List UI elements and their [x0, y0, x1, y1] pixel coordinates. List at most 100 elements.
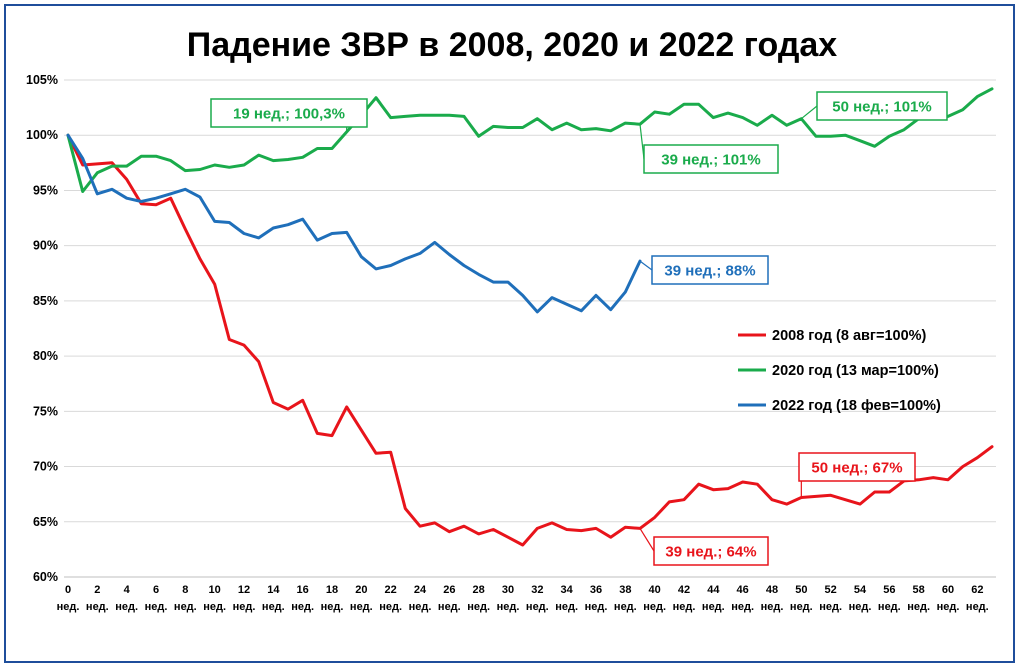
y-tick-label: 75% [33, 404, 58, 418]
x-tick-unit: нед. [467, 601, 490, 613]
series-line-0 [66, 133, 994, 547]
x-tick-label: 52 [825, 584, 837, 596]
x-tick-label: 56 [883, 584, 895, 596]
annotation-label: 19 нед.; 100,3% [233, 106, 345, 123]
annotation-box [798, 452, 916, 482]
y-tick-label: 95% [33, 183, 58, 197]
annotation-label: 50 нед.; 67% [811, 460, 902, 477]
x-tick-unit: нед. [937, 601, 960, 613]
x-tick-unit: нед. [497, 601, 520, 613]
x-tick-label: 24 [414, 584, 427, 596]
x-tick-label: 46 [737, 584, 749, 596]
x-tick-label: 50 [795, 584, 807, 596]
x-tick-label: 38 [619, 584, 631, 596]
x-tick-label: 6 [153, 584, 159, 596]
x-tick-unit: нед. [409, 601, 432, 613]
x-tick-unit: нед. [86, 601, 109, 613]
x-tick-label: 44 [707, 584, 720, 596]
x-tick-label: 40 [649, 584, 661, 596]
x-tick-label: 58 [913, 584, 925, 596]
x-tick-unit: нед. [57, 601, 80, 613]
x-tick-unit: нед. [321, 601, 344, 613]
x-tick-unit: нед. [849, 601, 872, 613]
x-tick-label: 34 [561, 584, 574, 596]
x-tick-label: 0 [65, 584, 71, 596]
x-tick-label: 22 [385, 584, 397, 596]
annotation-label: 39 нед.; 101% [661, 152, 760, 169]
x-tick-unit: нед. [643, 601, 666, 613]
x-tick-label: 26 [443, 584, 455, 596]
legend-label-0: 2008 год (8 авг=100%) [772, 328, 927, 344]
annotation-connector [639, 260, 653, 271]
annotation-connector [800, 105, 818, 120]
x-tick-unit: нед. [731, 601, 754, 613]
x-tick-unit: нед. [819, 601, 842, 613]
annotation-box [651, 255, 769, 285]
y-tick-label: 105% [26, 73, 58, 87]
chart-svg: Падение ЗВР в 2008, 2020 и 2022 годах 60… [26, 26, 996, 613]
annotation-box [643, 144, 779, 174]
x-tick-label: 48 [766, 584, 778, 596]
x-tick-unit: нед. [291, 601, 314, 613]
annotation-box [653, 536, 769, 566]
x-tick-unit: нед. [790, 601, 813, 613]
y-tick-label: 90% [33, 239, 58, 253]
x-tick-label: 62 [971, 584, 983, 596]
x-tick-unit: нед. [145, 601, 168, 613]
annotation-label: 39 нед.; 64% [665, 544, 756, 561]
x-tick-unit: нед. [262, 601, 285, 613]
x-tick-label: 36 [590, 584, 602, 596]
y-tick-label: 100% [26, 128, 58, 142]
x-tick-label: 14 [267, 584, 280, 596]
x-tick-label: 8 [182, 584, 188, 596]
x-tick-unit: нед. [878, 601, 901, 613]
annotation-label: 50 нед.; 101% [832, 99, 931, 116]
x-tick-label: 42 [678, 584, 690, 596]
x-tick-unit: нед. [379, 601, 402, 613]
annotation-connector [639, 528, 655, 552]
x-tick-label: 60 [942, 584, 954, 596]
x-tick-unit: нед. [526, 601, 549, 613]
annotation-box [210, 98, 368, 128]
x-tick-unit: нед. [702, 601, 725, 613]
x-tick-unit: нед. [555, 601, 578, 613]
x-tick-unit: нед. [233, 601, 256, 613]
axes: 60% 65% 70% 75% 80% 85% 90% 95% 100% 105% 0 нед. 2 не… [26, 73, 996, 613]
x-tick-unit: нед. [585, 601, 608, 613]
x-tick-unit: нед. [203, 601, 226, 613]
legend: 2008 год (8 авг=100%) 2020 год (13 мар=10… [738, 328, 941, 414]
x-tick-unit: нед. [761, 601, 784, 613]
series-lines [66, 87, 994, 547]
x-tick-label: 28 [473, 584, 485, 596]
y-tick-label: 65% [33, 515, 58, 529]
x-tick-unit: нед. [966, 601, 989, 613]
x-tick-label: 20 [355, 584, 367, 596]
chart-title: Падение ЗВР в 2008, 2020 и 2022 годах [187, 26, 838, 64]
chart-frame: Падение ЗВР в 2008, 2020 и 2022 годах 60… [4, 4, 1015, 663]
y-tick-label: 85% [33, 294, 58, 308]
x-tick-unit: нед. [174, 601, 197, 613]
x-tick-label: 30 [502, 584, 514, 596]
x-tick-label: 12 [238, 584, 250, 596]
annotation-label: 39 нед.; 88% [664, 263, 755, 280]
x-tick-label: 32 [531, 584, 543, 596]
x-tick-label: 18 [326, 584, 338, 596]
x-tick-label: 54 [854, 584, 867, 596]
x-tick-unit: нед. [115, 601, 138, 613]
x-tick-label: 2 [94, 584, 100, 596]
x-tick-label: 10 [209, 584, 221, 596]
legend-label-1: 2020 год (13 мар=100%) [772, 363, 939, 379]
annotation-box [816, 91, 948, 121]
annotations: 19 нед.; 100,3% 39 нед.; 101% 50 нед.; 101… [210, 91, 948, 566]
series-line-1 [66, 87, 994, 193]
series-line-2 [66, 133, 642, 314]
y-tick-label: 70% [33, 460, 58, 474]
x-tick-label: 4 [124, 584, 131, 596]
x-tick-unit: нед. [673, 601, 696, 613]
y-tick-label: 80% [33, 349, 58, 363]
x-tick-unit: нед. [907, 601, 930, 613]
x-tick-unit: нед. [438, 601, 461, 613]
x-tick-label: 16 [297, 584, 309, 596]
y-tick-label: 60% [33, 570, 58, 584]
x-tick-unit: нед. [614, 601, 637, 613]
